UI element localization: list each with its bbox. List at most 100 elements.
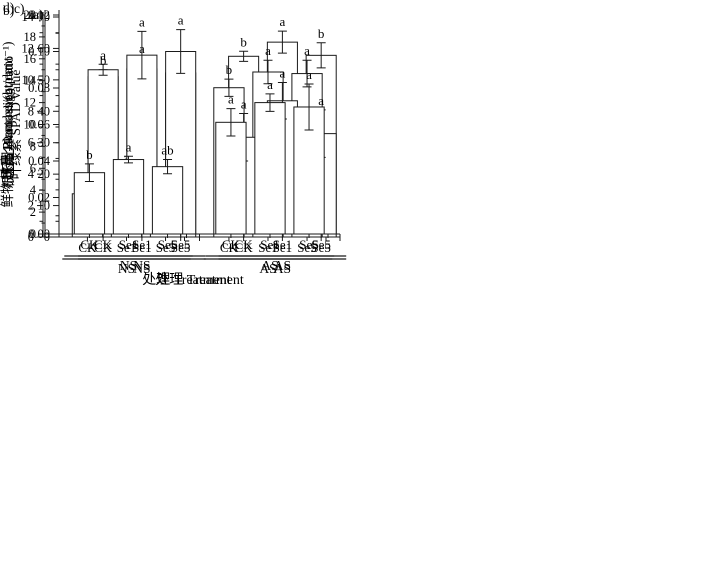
y-axis-title: 叶绿素 SPAD value: [8, 70, 23, 180]
error-bar: [277, 30, 287, 54]
sig-letter: a: [178, 13, 184, 28]
y-tick-label: 6: [30, 161, 36, 175]
sig-letter: a: [318, 93, 324, 108]
bar-label: Se1: [132, 240, 152, 255]
bar-AS-CK: [215, 121, 247, 235]
panel-letter: b): [3, 3, 14, 18]
y-tick-label: 4: [30, 183, 37, 197]
bar-label: Se5: [171, 237, 191, 252]
error-bar: [176, 29, 186, 74]
sig-letter: a: [126, 139, 132, 154]
error-bar: [226, 108, 236, 137]
y-tick-label: 60: [38, 41, 51, 55]
bar-label: Se5: [156, 240, 176, 255]
bar-label: Se5: [297, 240, 317, 255]
bar-label: Se1: [258, 240, 278, 255]
sig-letter: b: [226, 62, 233, 77]
bar-label: Se1: [119, 237, 139, 252]
sig-letter: a: [265, 43, 271, 58]
y-tick-label: 6: [28, 136, 34, 150]
y-tick-label: 10: [22, 73, 35, 87]
y-axis-title: 鲜物质量 Biomass/(g·plant⁻¹): [0, 41, 15, 207]
error-bar: [316, 42, 326, 69]
sig-letter: b: [240, 34, 247, 49]
bar-label: CK: [235, 237, 254, 252]
sig-letter: a: [100, 47, 106, 62]
bar-label: CK: [78, 240, 97, 255]
bar-NS-Se1: [112, 159, 145, 235]
x-axis-title: 处理 Treatment: [155, 272, 244, 288]
bar-label: CK: [235, 240, 254, 255]
y-tick-label: 10: [38, 199, 51, 213]
error-bar: [302, 59, 312, 88]
bar-label: Se1: [273, 237, 293, 252]
panel-letter: d): [3, 0, 14, 15]
bar-label: Se1: [117, 240, 137, 255]
group-label: AS: [274, 258, 291, 273]
sig-letter: b: [86, 147, 93, 162]
bar-label: CK: [94, 237, 113, 252]
error-bar: [239, 50, 249, 62]
sig-letter: ab: [161, 143, 173, 158]
y-axis-title: 根冠比 Root-shoot ratio: [1, 56, 16, 188]
error-bar: [98, 63, 108, 76]
error-bar: [163, 159, 173, 175]
panel-d-chart: 02468101214161820bCKaSe1abSe5NSaCKaSe1aS…: [0, 0, 335, 288]
bar-label: Se5: [171, 240, 191, 255]
bar-AS-Se1: [254, 102, 286, 235]
error-bar: [224, 78, 234, 97]
y-tick-label: 70: [38, 10, 51, 24]
y-tick-label: 12: [22, 41, 35, 55]
x-axis-title: 处理 Treatment: [142, 272, 231, 288]
panel-letter: a): [33, 7, 44, 22]
y-tick-label: 10: [24, 118, 37, 132]
error-bar: [265, 93, 275, 112]
group-label: NS: [120, 258, 137, 273]
sig-letter: a: [306, 67, 312, 82]
bar-NS-Se5: [151, 166, 184, 235]
group-label: NS: [133, 258, 150, 273]
error-bar: [137, 30, 147, 80]
bar-label: Se5: [299, 237, 319, 252]
y-tick-label: 14: [22, 10, 35, 24]
bar-label: CK: [80, 237, 99, 252]
y-tick-label: 20: [38, 167, 51, 181]
error-bar: [123, 155, 133, 164]
sig-letter: a: [139, 14, 145, 29]
sig-letter: a: [280, 14, 286, 29]
sig-letter: a: [267, 77, 273, 92]
bar-label: CK: [220, 240, 239, 255]
y-tick-label: 8: [28, 104, 34, 118]
group-label: NS: [118, 261, 135, 276]
y-tick-label: 2: [30, 205, 36, 219]
y-tick-label: 12: [24, 96, 37, 110]
sig-letter: a: [228, 92, 234, 107]
y-tick-label: 4: [28, 167, 35, 181]
sig-letter: b: [318, 26, 325, 41]
y-tick-label: 18: [24, 30, 37, 44]
y-tick-label: 20: [24, 8, 37, 22]
group-label: AS: [261, 258, 278, 273]
sig-letter: a: [241, 97, 247, 112]
panel-letter: c): [14, 1, 25, 16]
sig-letter: a: [304, 43, 310, 58]
y-tick-label: 50: [38, 73, 51, 87]
sig-letter: b: [100, 53, 107, 68]
bar-NS-CK: [73, 172, 106, 235]
y-tick-label: 16: [24, 52, 37, 66]
bar-label: Se5: [311, 237, 331, 252]
sig-letter: a: [280, 66, 286, 81]
bar-label: Se1: [273, 240, 293, 255]
error-bar: [84, 163, 94, 182]
y-axis-title: 株高 Plant height/cm: [0, 64, 15, 180]
bar-label: Se5: [311, 240, 331, 255]
error-bar: [263, 59, 273, 85]
y-tick-label: 0: [30, 227, 36, 241]
group-label: NS: [133, 261, 150, 276]
group-label: AS: [274, 261, 291, 276]
y-tick-label: 8: [30, 139, 36, 153]
y-tick-label: 40: [38, 104, 51, 118]
error-bar: [304, 83, 314, 131]
bar-label: Se1: [132, 237, 152, 252]
